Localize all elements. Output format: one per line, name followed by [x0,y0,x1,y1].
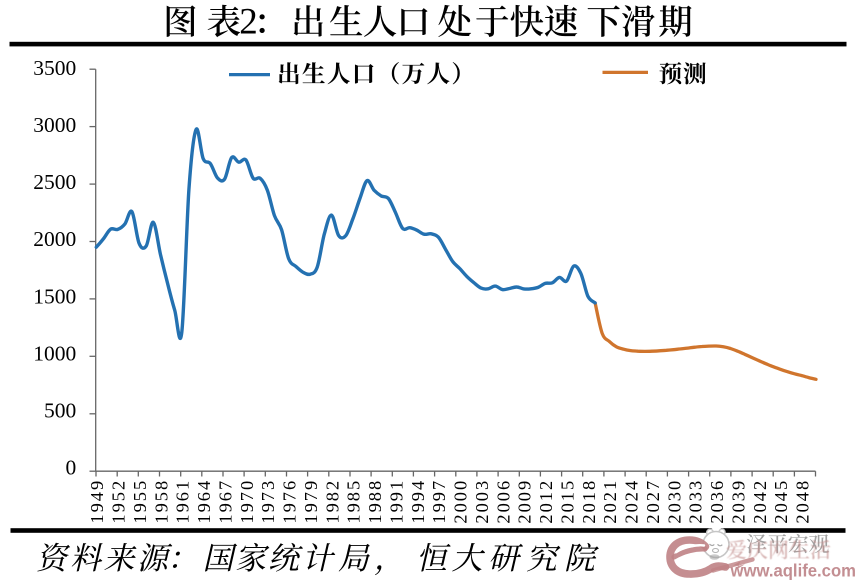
svg-text:3000: 3000 [33,113,76,137]
svg-text:1958: 1958 [151,479,171,524]
svg-text:2012: 2012 [536,479,556,524]
svg-text:2003: 2003 [472,479,492,524]
svg-text:3500: 3500 [33,56,76,80]
svg-text:1988: 1988 [365,479,385,524]
svg-text:2009: 2009 [515,479,535,524]
svg-text:1985: 1985 [344,479,364,524]
svg-text:1982: 1982 [322,479,342,524]
svg-text:1973: 1973 [258,479,278,524]
svg-text:1994: 1994 [408,479,428,524]
svg-text:2021: 2021 [600,479,620,524]
svg-text:1961: 1961 [173,479,193,524]
svg-text:1970: 1970 [237,479,257,524]
svg-text:2000: 2000 [451,479,471,524]
svg-text:1979: 1979 [301,479,321,524]
svg-text:0: 0 [66,456,77,480]
svg-text:1949: 1949 [87,479,107,524]
svg-text:1967: 1967 [216,479,236,524]
svg-text:2500: 2500 [33,170,76,194]
svg-text:1952: 1952 [109,479,129,524]
svg-text:2033: 2033 [686,479,706,524]
svg-text:1964: 1964 [194,479,214,524]
svg-text:2015: 2015 [558,479,578,524]
svg-text:2036: 2036 [707,479,727,524]
svg-text:2045: 2045 [771,479,791,524]
svg-text:2048: 2048 [793,479,813,524]
svg-text:2024: 2024 [622,479,642,524]
svg-text:2027: 2027 [643,479,663,524]
svg-text:1500: 1500 [33,284,76,308]
svg-text:1976: 1976 [280,479,300,524]
svg-text:2: 2 [239,2,258,43]
svg-text:2006: 2006 [493,479,513,524]
svg-text:1991: 1991 [387,479,407,524]
svg-text:1997: 1997 [429,479,449,524]
svg-text:2000: 2000 [33,227,76,251]
svg-text:2039: 2039 [729,479,749,524]
svg-text:2030: 2030 [664,479,684,524]
svg-text:1955: 1955 [130,479,150,524]
svg-text:2018: 2018 [579,479,599,524]
svg-text:1000: 1000 [33,341,76,365]
svg-text:www.aqlife.com: www.aqlife.com [730,561,856,581]
svg-text:500: 500 [44,398,76,422]
svg-text:2042: 2042 [750,479,770,524]
